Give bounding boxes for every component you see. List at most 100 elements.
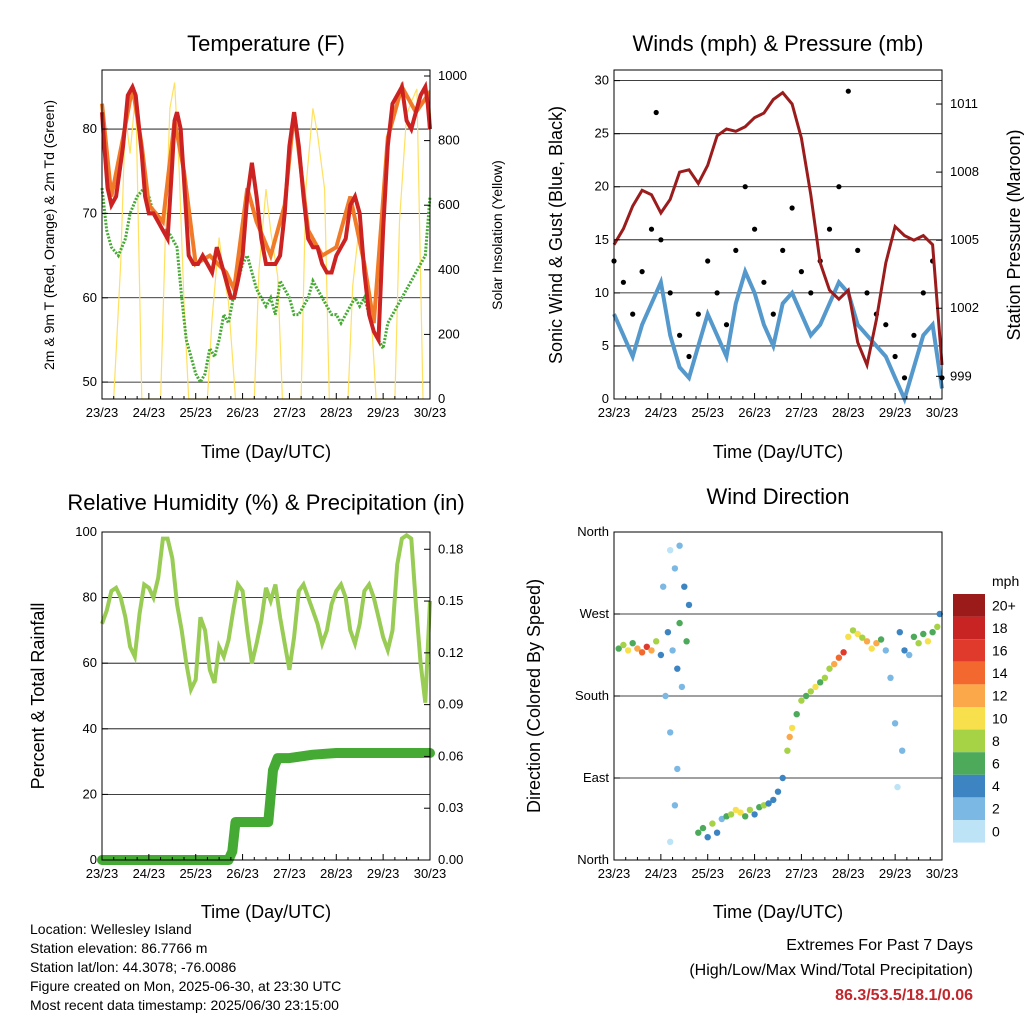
x-tick-label: 28/23 [320, 405, 353, 420]
speed-colorbar: 20+ 18 16 14 12 10 8 6 4 2 0 [953, 594, 1016, 843]
colorbar-swatch [953, 774, 985, 798]
solar-series [113, 82, 424, 400]
y2-tick-label: 800 [438, 133, 460, 148]
direction-point [910, 633, 918, 640]
colorbar-unit-label: mph [992, 573, 1019, 589]
y-tick-label: 20 [83, 786, 97, 801]
winds-x-axis-label: Time (Day/UTC) [713, 442, 843, 462]
pressure-series [612, 90, 944, 371]
y-tick-label: 20 [595, 179, 609, 194]
gust-point [836, 184, 842, 190]
x-tick-label: 26/23 [226, 405, 259, 420]
x-tick-label: 30/23 [414, 405, 447, 420]
direction-point [894, 783, 901, 791]
direction-point [648, 647, 655, 654]
x-tick-label: 28/23 [832, 866, 865, 881]
gust-point [864, 290, 870, 296]
gust-point [658, 237, 664, 243]
y-tick-label: 70 [83, 205, 97, 220]
y2-tick-label: 999 [950, 368, 972, 383]
direction-point [662, 692, 669, 700]
gust-point [892, 353, 898, 360]
t9m-series [100, 81, 432, 324]
direction-point [676, 542, 683, 549]
x-tick-label: 23/23 [598, 405, 631, 420]
colorbar-swatch [953, 752, 985, 775]
gust-point [677, 332, 683, 338]
station-elevation: Station elevation: 86.7766 m [30, 940, 208, 956]
y-tick-label: 80 [83, 590, 97, 605]
colorbar-label: 0 [992, 823, 1000, 839]
direction-point [896, 629, 903, 636]
colorbar-label: 10 [992, 710, 1008, 726]
x-tick-label: 26/23 [226, 866, 259, 881]
wind-series [612, 265, 944, 405]
wind-direction-x-axis-label: Time (Day/UTC) [713, 902, 843, 922]
x-tick-label: 29/23 [367, 405, 400, 420]
temperature-y-axis-label: 2m & 9m T (Red, Orange) & 2m Td (Green) [41, 100, 57, 370]
y-tick-label: North [577, 524, 609, 539]
direction-point [891, 720, 899, 727]
direction-point [674, 765, 681, 773]
direction-point [678, 683, 686, 691]
gust-point [752, 226, 758, 232]
y2-tick-label: 0.15 [438, 593, 463, 608]
x-tick-label: 29/23 [879, 866, 912, 881]
wind-direction-y-axis-label: Direction (Colored By Speed) [524, 579, 544, 813]
x-tick-label: 27/23 [273, 405, 306, 420]
direction-point [671, 565, 679, 572]
y2-tick-label: 1002 [950, 300, 979, 315]
direction-point [817, 679, 824, 686]
gust-point [714, 290, 720, 296]
direction-point [868, 645, 875, 652]
x-tick-label: 30/23 [926, 866, 959, 881]
direction-point [732, 806, 739, 814]
direction-point [936, 610, 943, 618]
direction-point [774, 788, 782, 795]
y-tick-label: 40 [83, 721, 97, 736]
y-tick-label: North [577, 852, 609, 867]
gust-point [770, 311, 776, 317]
colorbar-swatch [953, 594, 985, 617]
y2-tick-label: 0.18 [438, 541, 463, 556]
x-tick-label: 27/23 [273, 866, 306, 881]
direction-point [624, 647, 632, 654]
y-tick-label: 100 [75, 524, 97, 539]
direction-point [620, 641, 627, 649]
direction-point [812, 683, 819, 691]
y-tick-label: West [580, 606, 610, 621]
direction-point [676, 619, 683, 627]
x-tick-label: 23/23 [86, 866, 119, 881]
direction-point [821, 674, 829, 681]
direction-point [877, 636, 885, 643]
direction-point [765, 800, 772, 807]
y2-tick-label: 0.00 [438, 852, 463, 867]
x-tick-label: 26/23 [738, 866, 771, 881]
direction-point [638, 649, 646, 656]
gust-point [667, 290, 673, 296]
y-tick-label: 25 [595, 126, 609, 141]
colorbar-swatch [953, 729, 985, 753]
direction-point [669, 647, 676, 654]
wind-direction-panel: Wind Direction 23/23 24/23 25/23 26/23 27/23… [524, 484, 1019, 922]
direction-point [667, 838, 674, 845]
direction-point [899, 747, 906, 754]
colorbar-label: 18 [992, 620, 1008, 636]
direction-point [742, 813, 749, 820]
extremes-subtitle: (High/Low/Max Wind/Total Precipitation) [689, 962, 973, 979]
gust-point [723, 322, 730, 328]
direction-point [859, 634, 866, 641]
direction-point [683, 638, 690, 645]
gust-point [920, 290, 926, 296]
direction-point [667, 729, 674, 736]
x-tick-label: 24/23 [133, 405, 166, 420]
y2-tick-label: 600 [438, 197, 460, 212]
colorbar-label: 8 [992, 733, 1000, 749]
y-tick-label: 30 [595, 73, 609, 88]
x-tick-label: 25/23 [691, 866, 724, 881]
direction-point [751, 811, 758, 818]
colorbar-swatch [953, 639, 985, 662]
x-tick-label: 29/23 [879, 405, 912, 420]
direction-point [699, 824, 707, 832]
winds-chart-title: Winds (mph) & Pressure (mb) [633, 31, 924, 56]
